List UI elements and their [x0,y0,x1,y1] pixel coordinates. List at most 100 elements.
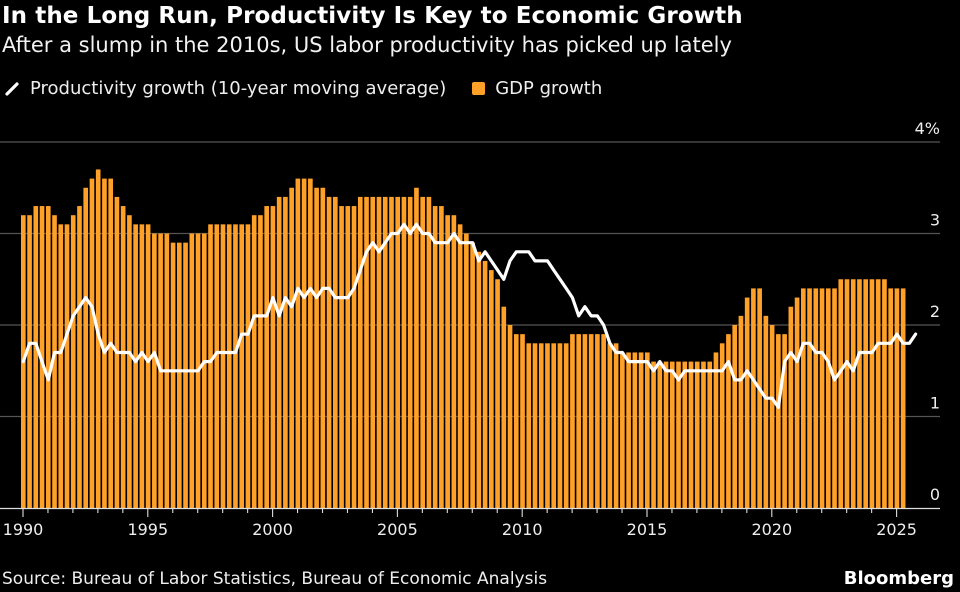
gdp-bar [813,288,819,508]
gdp-bar [613,343,619,508]
gdp-bar [295,178,301,508]
gdp-bar [314,187,319,508]
gdp-bar [220,224,226,508]
gdp-bar [364,196,369,508]
gdp-bar [888,288,893,508]
gdp-bar [520,334,525,508]
x-tick-label: 2025 [876,520,917,539]
gdp-bar [582,334,588,508]
gdp-bar [551,343,557,508]
gdp-bar [763,315,769,508]
gdp-bar [744,297,750,508]
gdp-bar [58,224,64,508]
gdp-bar [426,196,432,508]
gdp-bar [832,288,837,508]
bloomberg-logo: Bloomberg [843,568,954,589]
gdp-bar [333,196,338,508]
y-tick-label: 2 [930,302,940,321]
gdp-bar [264,206,269,509]
line-swatch-icon [5,81,19,96]
gdp-bar [651,361,656,508]
gdp-bar [120,206,126,509]
x-tick-label: 1995 [127,520,168,539]
gdp-bar [376,196,382,508]
gdp-bar [588,334,594,508]
gdp-bar [258,215,263,508]
x-tick-label: 2015 [627,520,668,539]
legend-label-gdp: GDP growth [495,78,603,99]
gdp-bar [495,279,500,508]
gdp-bar [595,334,600,508]
gdp-bar [83,187,89,508]
gdp-bar [420,196,425,508]
gdp-bar [776,334,781,508]
gdp-bar [570,334,575,508]
gdp-bar [64,224,70,508]
gdp-bar [139,224,145,508]
gdp-bar [819,288,825,508]
gdp-bar [77,206,82,509]
bar-swatch-icon [472,82,486,95]
gdp-bar [513,334,519,508]
gdp-bar [445,215,450,508]
gdp-bar [177,242,182,508]
x-tick-label: 1990 [3,520,44,539]
gdp-bar [239,224,245,508]
gdp-bar [283,196,288,508]
gdp-bar [719,343,725,508]
productivity-line-group [21,222,918,409]
gdp-bar [457,224,463,508]
gdp-bar [769,325,775,508]
y-tick-label: 3 [930,211,940,230]
x-tick-label: 2005 [377,520,418,539]
gdp-bar [208,224,213,508]
gdp-bar [676,361,681,508]
gdp-bar [825,288,831,508]
gdp-bar [601,334,606,508]
gdp-bar [663,361,669,508]
gdp-bar [351,206,357,509]
gdp-bar [626,352,631,508]
gdp-bar [214,224,220,508]
gdp-bar [476,251,482,509]
gdp-bar [301,178,307,508]
x-tick-label: 2020 [751,520,792,539]
gdp-bar [563,343,569,508]
gdp-bar [807,288,812,508]
gdp-bar [370,196,376,508]
gdp-bar [339,206,344,509]
gdp-bar [532,343,538,508]
gdp-bar [308,178,313,508]
gdp-bar [801,288,806,508]
gdp-bar [432,206,438,509]
gdp-bar [557,343,563,508]
gdp-bar [738,315,744,508]
gdp-bar [251,215,257,508]
gdp-bar [694,361,700,508]
gdp-bar [757,288,762,508]
legend-label-productivity: Productivity growth (10-year moving aver… [30,78,447,99]
gdp-bar [183,242,188,508]
gdp-bar [470,242,475,508]
gdp-bar [395,196,401,508]
gdp-bar [701,361,706,508]
x-tick-label: 2010 [502,520,543,539]
gdp-bar [27,215,32,508]
gdp-bar [863,279,869,508]
gdp-bar [732,325,737,508]
gdp-bar [788,306,794,508]
gdp-bar [270,206,276,509]
gdp-bar [751,288,756,508]
legend: Productivity growth (10-year moving aver… [4,78,628,99]
chart-title: In the Long Run, Productivity Is Key to … [2,3,743,29]
gdp-bar [869,279,875,508]
gdp-bar [345,206,351,509]
gdp-bar [645,352,650,508]
gdp-bar [620,352,625,508]
gdp-bar [401,196,407,508]
gdp-bar [875,279,881,508]
gdp-bar [382,196,388,508]
gdp-bar [45,206,51,509]
gdp-bar [632,352,638,508]
gdp-bar [33,206,39,509]
